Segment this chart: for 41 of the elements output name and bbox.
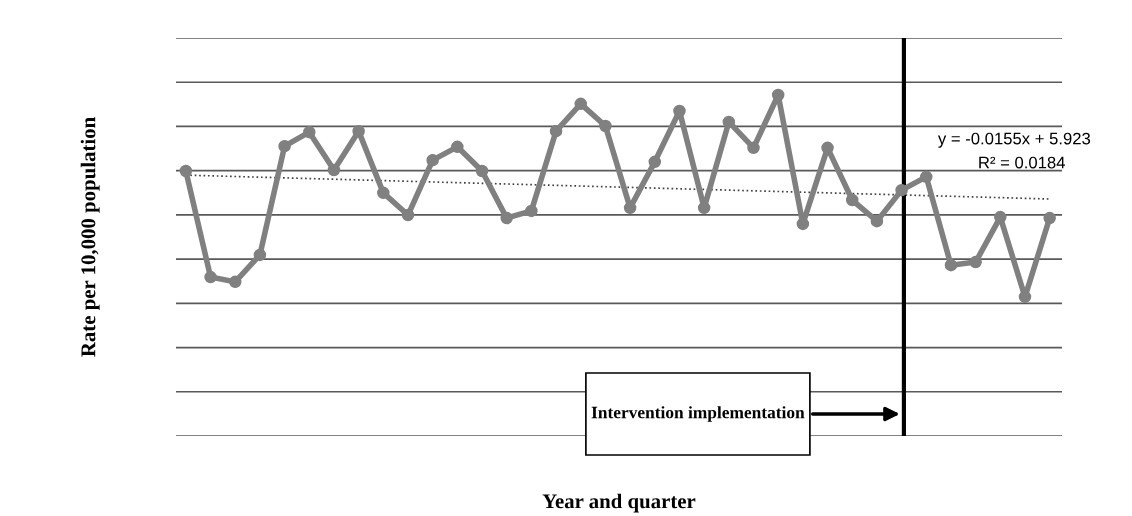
point [303, 125, 316, 139]
y-axis-title: Rate per 10,000 population [80, 117, 100, 357]
point [278, 139, 291, 153]
point [673, 104, 686, 118]
point [747, 141, 760, 155]
annotation: R² = 0.0184 [979, 156, 1065, 169]
point [500, 211, 513, 225]
point [994, 210, 1007, 224]
point [599, 119, 612, 133]
point [796, 217, 810, 231]
point [771, 88, 785, 102]
point [821, 141, 834, 155]
annotation: Intervention implementation [591, 406, 805, 422]
point [920, 170, 933, 184]
point [623, 201, 637, 215]
point [253, 248, 267, 262]
point [377, 186, 390, 200]
point [204, 270, 217, 284]
point [944, 258, 958, 272]
point [648, 155, 662, 169]
point [401, 208, 415, 222]
point [327, 163, 341, 177]
point [352, 124, 365, 138]
point [179, 164, 193, 178]
point [549, 124, 563, 138]
point [969, 255, 982, 269]
point [870, 214, 884, 228]
x-axis-title: Year and quarter [542, 493, 696, 513]
point [895, 183, 908, 197]
point [426, 153, 439, 167]
point [722, 115, 736, 129]
point [1018, 290, 1032, 304]
annotation: y = -0.0155x + 5.923 [937, 132, 1091, 148]
point [525, 204, 538, 218]
point [845, 193, 859, 207]
point [697, 201, 711, 215]
point [1043, 211, 1056, 225]
point [228, 275, 242, 289]
point [475, 164, 489, 178]
point [451, 140, 464, 154]
point [574, 97, 587, 111]
